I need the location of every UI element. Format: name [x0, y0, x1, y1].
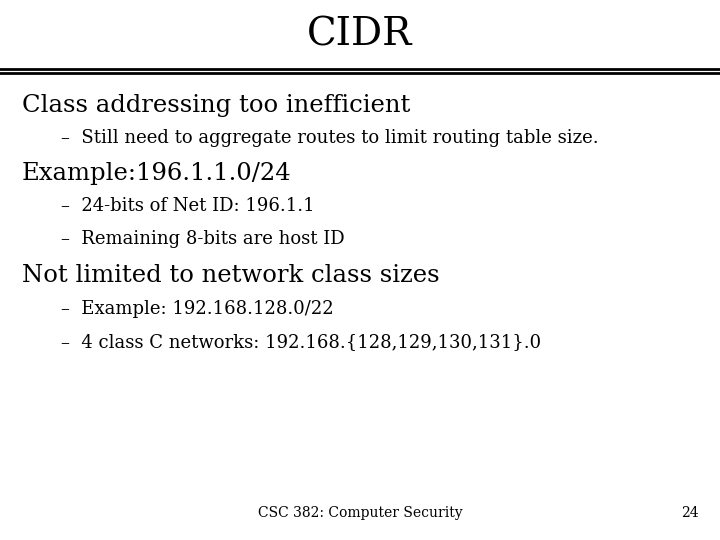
Text: –  Remaining 8-bits are host ID: – Remaining 8-bits are host ID: [61, 230, 345, 248]
Text: Class addressing too inefficient: Class addressing too inefficient: [22, 94, 410, 117]
Text: –  Example: 192.168.128.0/22: – Example: 192.168.128.0/22: [61, 300, 334, 318]
Text: Example:196.1.1.0/24: Example:196.1.1.0/24: [22, 163, 292, 185]
Text: 24: 24: [681, 506, 698, 520]
Text: Not limited to network class sizes: Not limited to network class sizes: [22, 264, 439, 287]
Text: –  4 class C networks: 192.168.{128,129,130,131}.0: – 4 class C networks: 192.168.{128,129,1…: [61, 333, 541, 352]
Text: CSC 382: Computer Security: CSC 382: Computer Security: [258, 506, 462, 520]
Text: CIDR: CIDR: [307, 17, 413, 53]
Text: –  24-bits of Net ID: 196.1.1: – 24-bits of Net ID: 196.1.1: [61, 197, 315, 215]
Text: –  Still need to aggregate routes to limit routing table size.: – Still need to aggregate routes to limi…: [61, 129, 599, 147]
